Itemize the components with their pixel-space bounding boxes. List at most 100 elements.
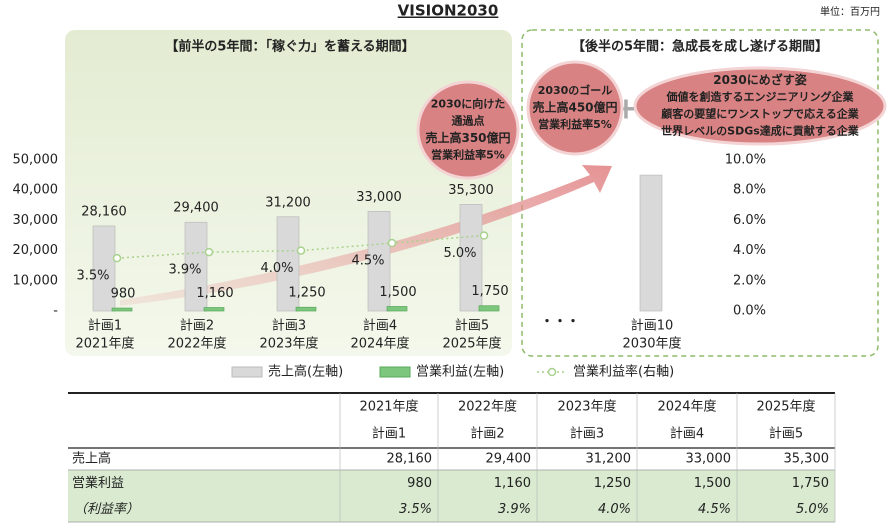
callout-bubble [526,60,624,156]
table-header: 計画3 [570,426,604,442]
value-label: 980 [111,287,136,302]
table-bg [68,470,835,522]
table-header: 計画5 [769,426,803,442]
callout-text: 2030のゴール [538,83,613,97]
bar [459,204,483,312]
bar [184,221,208,312]
line [116,234,485,259]
table-cell: 980 [407,476,432,491]
value-label: 3.9% [168,263,201,278]
table-cell: 3.9% [498,502,531,517]
bar [276,216,300,312]
phase-2-panel [521,29,879,357]
legend-swatch [379,366,411,378]
table-row-label: （利益率） [74,501,139,517]
table-header: 計画4 [670,426,704,442]
x-tick-sublabel: 2021年度 [75,336,134,352]
x-tick-label: 計画5 [455,318,489,334]
y2-tick-label: 2.0% [733,273,766,288]
x-tick-sublabel: 2025年度 [442,336,501,352]
table-header: 計画1 [372,426,406,442]
y-tick-label: 30,000 [13,213,59,228]
x-tick-label: 計画1 [88,318,122,334]
line-point [112,253,122,263]
value-label: 4.5% [351,254,384,269]
callout-text: 売上高450億円 [532,100,617,115]
table-cell: 1,250 [594,476,631,491]
bar [295,306,317,312]
value-label: 4.0% [260,261,293,276]
table-cell: 4.0% [598,502,631,517]
table-cell: 1,500 [694,476,731,491]
phase-1-panel [65,30,512,356]
value-label: 1,160 [196,286,233,301]
value-label: 5.0% [443,246,476,261]
bar [639,174,663,312]
line-point [204,247,214,257]
x-tick-label: 計画2 [180,318,214,334]
unit-label: 単位：百万円 [820,5,880,18]
x-tick-label: 計画10 [631,318,674,334]
x-tick-label: 計画3 [272,318,306,334]
x-tick-label: 計画4 [363,318,397,334]
table-header: 2022年度 [458,399,517,415]
bar [478,305,500,312]
table-row-label: 売上高 [72,451,111,467]
table-cell: 35,300 [784,452,830,467]
phase-label: 【前半の5年間：「稼ぐ力」を蓄える期間】 [165,39,414,55]
y-tick-label: - [53,304,58,319]
legend-swatch [547,367,557,377]
value-label: 31,200 [265,195,311,210]
chart-title: VISION2030 [398,2,499,20]
y2-tick-label: 0.0% [733,304,766,319]
y-tick-label: 20,000 [13,243,59,258]
value-label: 29,400 [173,201,219,216]
bar [203,307,225,312]
bar [367,210,391,312]
value-label: 1,500 [379,285,416,300]
y2-tick-label: 8.0% [733,183,766,198]
table-cell: 4.5% [698,502,731,517]
y2-tick-label: 10.0% [725,153,766,168]
callout-text: 営業利益率5% [538,117,612,131]
value-label: 33,000 [356,190,402,205]
legend-label: 売上高(左軸) [268,364,343,380]
table-cell: 1,750 [792,476,829,491]
callout-text: 顧客の要望にワンストップで応える企業 [661,107,859,121]
table-cell: 33,000 [686,452,732,467]
callout-text: 世界レベルのSDGs達成に貢献する企業 [661,124,860,138]
bar [386,306,408,312]
table-header: 計画2 [470,426,504,442]
y2-tick-label: 6.0% [733,213,766,228]
y2-tick-label: 4.0% [733,243,766,258]
line-point [479,231,489,240]
callout-text: 通過点 [452,114,485,128]
table-header: 2021年度 [359,399,418,415]
x-tick-sublabel: 2030年度 [622,336,681,352]
bar [92,225,116,312]
x-tick-label: ・・・ [540,315,579,330]
callout-bubble [633,66,887,146]
x-tick-sublabel: 2024年度 [350,336,409,352]
table-cell: 3.5% [399,502,432,517]
table-cell: 1,160 [494,476,531,491]
y-tick-label: 10,000 [13,273,59,288]
callout-text: 価値を創造するエンジニアリング企業 [666,90,855,104]
legend-label: 営業利益率(右軸) [573,364,674,380]
value-label: 28,160 [81,204,127,219]
legend-label: 営業利益(左軸) [416,364,504,380]
x-tick-sublabel: 2022年度 [167,336,226,352]
value-label: 1,750 [471,284,508,299]
value-label: 3.5% [76,269,109,284]
table-header: 2023年度 [557,399,616,415]
table-cell: 5.0% [796,502,829,517]
callout-text: 売上高350億円 [425,130,510,145]
callout-text: 2030に向けた [431,97,506,111]
line-point [387,238,397,248]
table-row-label: 営業利益 [72,475,124,491]
y-tick-label: 40,000 [13,183,59,198]
legend-swatch [231,366,263,378]
value-label: 1,250 [288,286,325,301]
x-tick-sublabel: 2023年度 [259,336,318,352]
